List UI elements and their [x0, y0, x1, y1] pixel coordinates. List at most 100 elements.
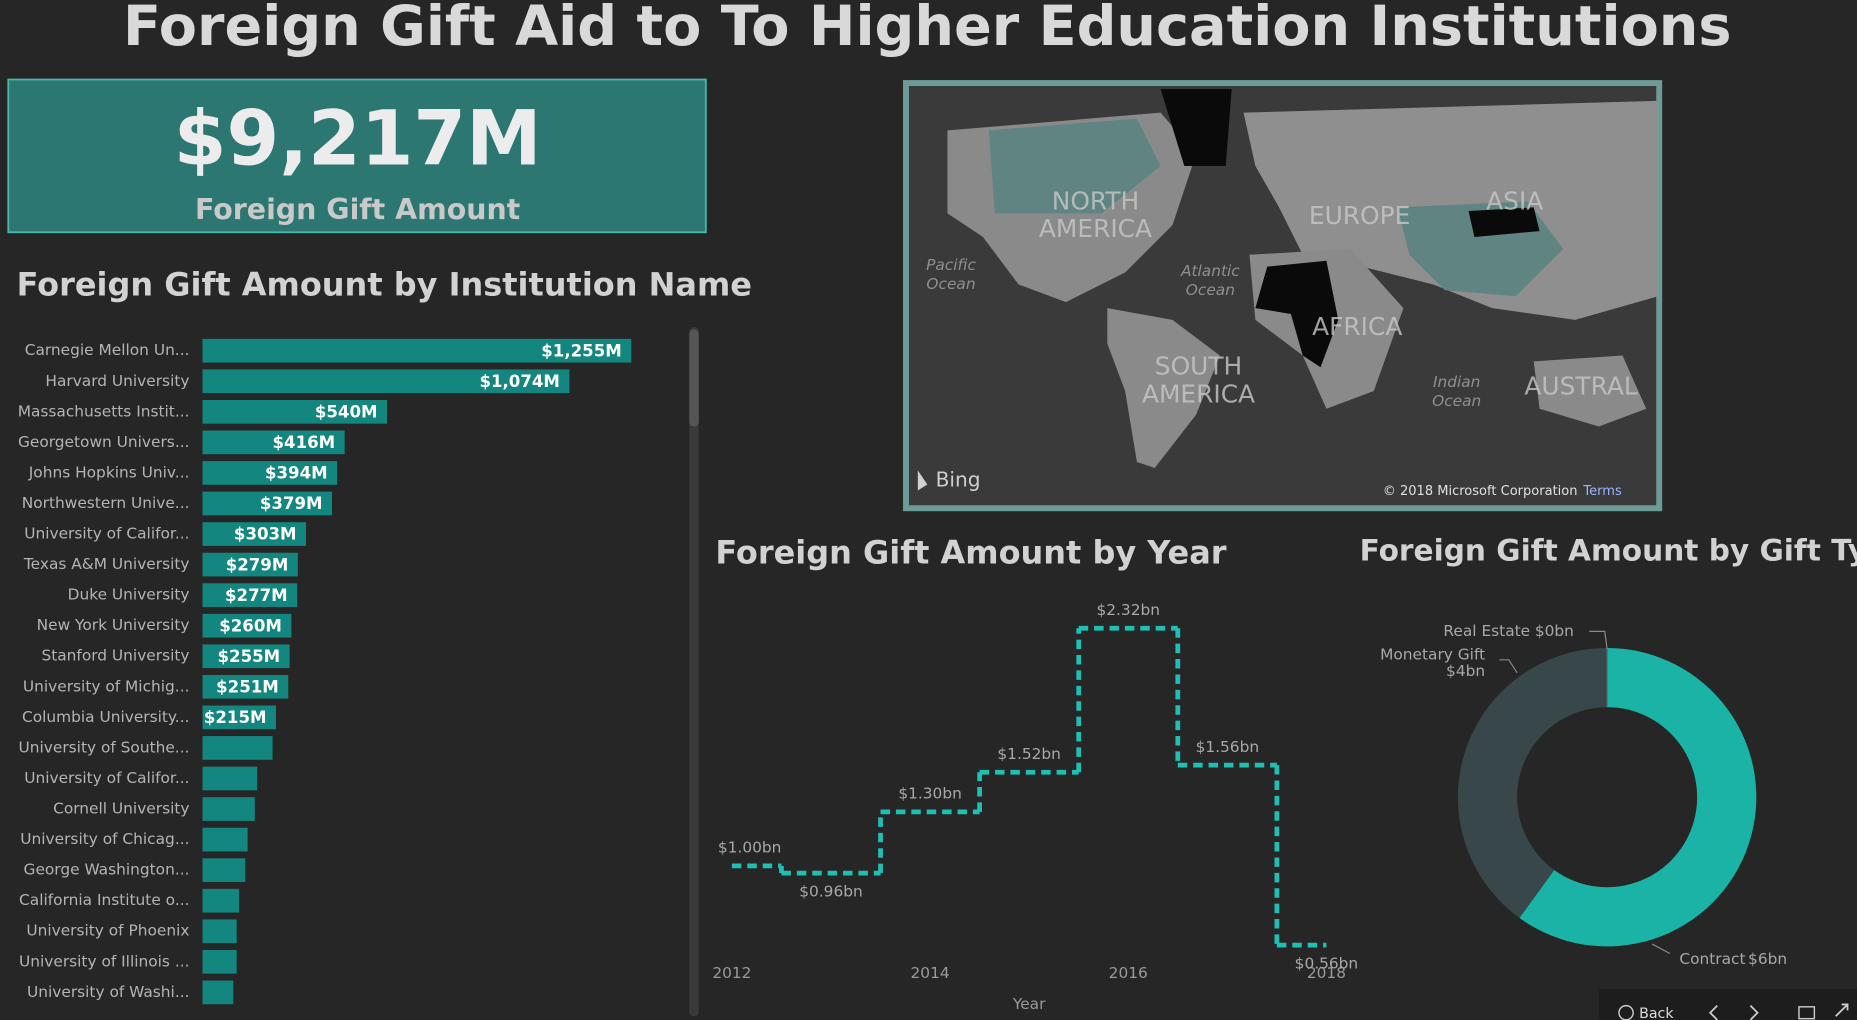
scroll-thumb[interactable] — [689, 329, 699, 427]
data-label: $1,255M — [541, 341, 621, 360]
map-label: AMERICA — [1142, 380, 1255, 409]
prev-button[interactable] — [1708, 1005, 1718, 1020]
data-label: $4bn — [1446, 662, 1485, 680]
y-category-label: University of Califor... — [24, 525, 189, 543]
leader-line — [1589, 630, 1608, 650]
leader-line — [1499, 659, 1518, 674]
y-category-label: Stanford University — [41, 647, 189, 665]
x-axis-title: Year — [1012, 995, 1046, 1013]
data-label: $251M — [216, 678, 279, 697]
y-category-label: University of Califor... — [24, 769, 189, 787]
expand-button[interactable] — [1835, 1003, 1849, 1017]
donut-slice — [1519, 647, 1757, 947]
bar — [202, 736, 273, 760]
y-category-label: Johns Hopkins Univ... — [28, 463, 190, 481]
bar — [202, 522, 307, 546]
map-label: ASIA — [1486, 187, 1543, 216]
kpi-value: $9,217M — [174, 94, 542, 182]
y-category-label: Carnegie Mellon Un... — [25, 341, 190, 359]
y-category-label: Harvard University — [45, 372, 189, 390]
kpi-label: Foreign Gift Amount — [195, 193, 520, 226]
ocean-label: Ocean — [926, 275, 975, 293]
data-label: $303M — [234, 525, 297, 544]
data-label: $279M — [226, 555, 289, 574]
legend-label: Monetary Gift — [1380, 646, 1485, 664]
bar — [202, 949, 237, 974]
y-category-label: Duke University — [68, 586, 190, 604]
data-label: $1.52bn — [997, 745, 1061, 763]
y-category-label: Columbia University... — [22, 708, 190, 726]
y-category-label: University of Chicag... — [20, 830, 189, 848]
legend-label: Contract — [1679, 950, 1745, 968]
back-button[interactable]: Back — [1639, 1006, 1674, 1020]
bar — [202, 491, 332, 516]
map-terms: Terms — [1582, 484, 1622, 499]
leader-line — [1651, 943, 1671, 955]
data-label: $0bn — [1535, 622, 1574, 640]
map-label: AFRICA — [1312, 312, 1402, 341]
x-tick-label: 2014 — [911, 964, 950, 982]
next-button[interactable] — [1749, 1005, 1759, 1020]
data-label: $379M — [260, 494, 323, 513]
kpi-card — [7, 78, 707, 234]
map-label: EUROPE — [1309, 201, 1410, 230]
map-label: AUSTRAL — [1524, 371, 1637, 400]
y-category-label: Cornell University — [53, 800, 189, 818]
y-category-label: University of Michig... — [23, 677, 190, 695]
data-label: $260M — [219, 616, 282, 635]
ocean-label: Pacific — [926, 256, 976, 274]
data-label: $416M — [273, 433, 336, 452]
bar — [202, 369, 570, 394]
land-australia — [1533, 355, 1647, 427]
ocean-label: Ocean — [1432, 392, 1481, 410]
map-brand: Bing — [936, 467, 981, 491]
y-category-label: New York University — [37, 616, 190, 634]
y-category-label: Georgetown Univers... — [18, 433, 190, 451]
donut-slice — [1457, 647, 1608, 918]
chart-title: Foreign Gift Amount by Institution Name — [17, 266, 752, 304]
y-category-label: University of Washi... — [27, 983, 189, 1001]
x-tick-label: 2012 — [712, 964, 751, 982]
bar — [202, 338, 632, 363]
bar — [202, 705, 276, 730]
land-highlight — [988, 118, 1161, 214]
y-category-label: University of Illinois ... — [19, 952, 189, 970]
data-label: $0.96bn — [799, 883, 863, 901]
bar — [202, 827, 248, 852]
chart-title: Foreign Gift Amount by Gift Type — [1360, 534, 1857, 568]
map-label: NORTH — [1052, 187, 1140, 216]
bar — [202, 461, 338, 485]
data-label: $1.00bn — [718, 839, 782, 857]
map — [903, 80, 1663, 512]
map-label: SOUTH — [1155, 351, 1242, 380]
data-label: $255M — [218, 647, 281, 666]
scroll-track[interactable] — [689, 327, 699, 1017]
bar — [202, 858, 246, 882]
x-tick-label: 2016 — [1109, 964, 1148, 982]
ocean-label: Atlantic — [1180, 262, 1240, 280]
bar — [202, 919, 237, 944]
bar — [202, 430, 345, 455]
ocean-label: Indian — [1433, 373, 1480, 391]
land-africa-dark — [1255, 260, 1339, 368]
ocean-label: Ocean — [1186, 281, 1235, 299]
page-title: Foreign Gift Aid to To Higher Education … — [123, 0, 1732, 59]
y-category-label: Northwestern Unive... — [22, 494, 190, 512]
y-category-label: California Institute o... — [19, 891, 189, 909]
bar — [202, 797, 255, 821]
data-label: $394M — [265, 464, 328, 483]
bar — [202, 613, 292, 638]
data-label: $2.32bn — [1096, 601, 1160, 619]
x-tick-label: 2018 — [1307, 964, 1346, 982]
bar — [202, 888, 240, 913]
y-category-label: University of Southe... — [19, 738, 190, 756]
y-category-label: University of Phoenix — [26, 922, 189, 940]
bar — [202, 399, 387, 424]
print-button[interactable] — [1798, 1006, 1816, 1020]
bing-logo — [917, 470, 928, 491]
map-copyright: © 2018 Microsoft Corporation — [1383, 484, 1578, 499]
y-category-label: Texas A&M University — [23, 555, 190, 573]
bar — [202, 674, 289, 699]
bar — [202, 583, 298, 607]
